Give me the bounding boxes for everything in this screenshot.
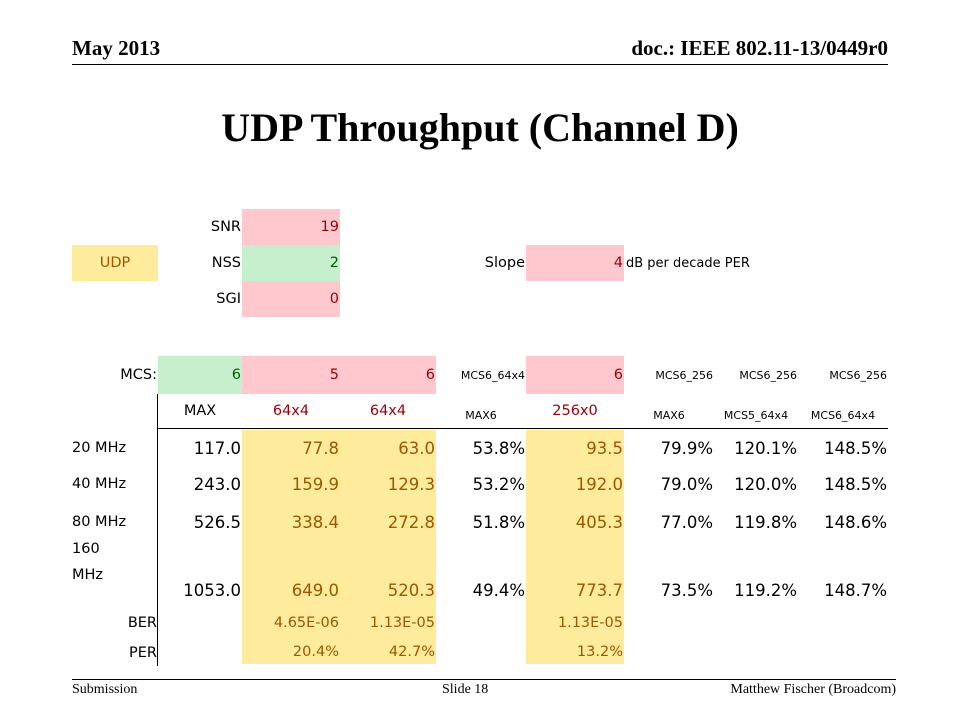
sub-col1: MAX — [183, 403, 217, 419]
table-cell: 129.3 — [340, 466, 436, 502]
table-cell: 117.0 — [193, 438, 241, 458]
table-cell: 148.5% — [824, 438, 887, 458]
footer-rule — [72, 679, 896, 680]
table-cell: 79.9% — [660, 438, 713, 458]
table-cell: 338.4 — [242, 502, 340, 542]
mcs-col5: 6 — [526, 356, 624, 394]
table-cell: 63.0 — [340, 430, 436, 466]
row-label-top: 160 — [72, 541, 100, 557]
sub-col4: MAX6 — [465, 408, 497, 422]
row-label: 40 MHz — [72, 476, 127, 492]
table-cell: 77.8 — [242, 430, 340, 466]
header-rule — [72, 64, 888, 65]
sub-col7: MCS5_64x4 — [723, 408, 789, 422]
footer-submission: Submission — [72, 682, 138, 697]
sgi-label: SGI — [216, 291, 241, 307]
table-cell: 773.7 — [526, 542, 624, 606]
table-cell: 120.1% — [734, 438, 797, 458]
table-cell: 77.0% — [660, 512, 713, 532]
table-cell: 53.8% — [472, 438, 525, 458]
per-value: 13.2% — [526, 640, 624, 664]
table-header-rule — [157, 428, 888, 429]
table-cell: 53.2% — [472, 474, 525, 494]
mcs-col1: 6 — [158, 356, 242, 394]
per-value: 42.7% — [340, 640, 436, 664]
table-cell: 1053.0 — [183, 581, 241, 600]
per-value: 20.4% — [242, 640, 340, 664]
sub-col6: MAX6 — [653, 408, 685, 422]
snr-value: 19 — [242, 209, 340, 245]
udp-label: UDP — [72, 245, 158, 281]
slope-unit: dB per decade PER — [626, 255, 750, 271]
ber-value: 1.13E-05 — [526, 606, 624, 640]
row-label: 80 MHz — [72, 514, 127, 530]
slide-number: Slide 18 — [442, 682, 489, 697]
ber-value: 1.13E-05 — [340, 606, 436, 640]
mcs-col8: MCS6_256 — [829, 368, 887, 382]
table-cell: 93.5 — [526, 430, 624, 466]
mcs-col3: 6 — [340, 356, 436, 394]
table-cell: 649.0 — [242, 542, 340, 606]
mcs-col7: MCS6_256 — [739, 368, 797, 382]
slope-label: Slope — [484, 255, 525, 271]
footer-author: Matthew Fischer (Broadcom) — [730, 682, 896, 697]
table-cell: 159.9 — [242, 466, 340, 502]
table-cell: 148.5% — [824, 474, 887, 494]
mcs-label: MCS: — [120, 367, 157, 383]
sgi-value: 0 — [242, 281, 340, 317]
table-cell: 119.2% — [734, 581, 797, 600]
table-cell: 520.3 — [340, 542, 436, 606]
ber-label: BER — [127, 615, 157, 631]
per-label: PER — [129, 645, 157, 661]
slide-title: UDP Throughput (Channel D) — [221, 105, 739, 150]
table-cell: 119.8% — [734, 512, 797, 532]
table-cell: 405.3 — [526, 502, 624, 542]
table-cell: 51.8% — [472, 512, 525, 532]
row-label: 20 MHz — [72, 440, 127, 456]
table-cell: 243.0 — [193, 474, 241, 494]
table-cell: 192.0 — [526, 466, 624, 502]
sub-col3: 64x4 — [369, 403, 407, 419]
mcs-col6: MCS6_256 — [655, 368, 713, 382]
table-left-rule — [157, 394, 158, 666]
ber-value: 4.65E-06 — [242, 606, 340, 640]
nss-label: NSS — [211, 255, 241, 271]
sub-col5: 256x0 — [552, 403, 598, 419]
table-cell: 73.5% — [660, 581, 713, 600]
sub-col8: MCS6_64x4 — [810, 408, 876, 422]
header-date: May 2013 — [72, 36, 161, 60]
table-cell: 272.8 — [340, 502, 436, 542]
table-cell: 148.7% — [824, 581, 887, 600]
table-cell: 120.0% — [734, 474, 797, 494]
table-cell: 49.4% — [472, 581, 525, 600]
snr-label: SNR — [210, 219, 241, 235]
table-cell: 526.5 — [193, 512, 241, 532]
mcs-col4: MCS6_64x4 — [460, 368, 525, 382]
nss-value: 2 — [242, 245, 340, 281]
mcs-col2: 5 — [242, 356, 340, 394]
row-label-bottom: MHz — [72, 567, 104, 583]
table-cell: 79.0% — [660, 474, 713, 494]
sub-col2: 64x4 — [272, 403, 310, 419]
table-cell: 148.6% — [824, 512, 887, 532]
header-doc-id: doc.: IEEE 802.11-13/0449r0 — [631, 36, 888, 60]
slope-value: 4 — [526, 245, 624, 281]
